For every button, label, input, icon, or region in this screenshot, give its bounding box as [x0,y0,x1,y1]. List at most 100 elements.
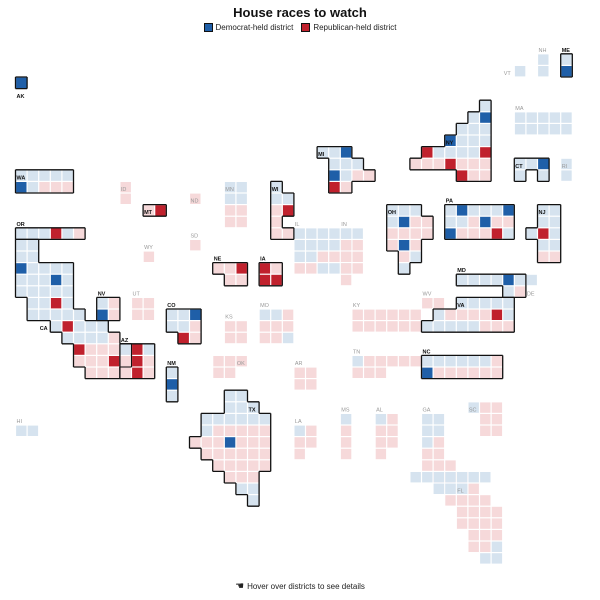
district-cell[interactable] [236,448,247,460]
district-cell[interactable] [514,170,526,181]
district-cell[interactable] [445,495,456,506]
district-cell[interactable] [85,332,97,344]
district-cell[interactable] [503,228,514,239]
district-cell[interactable] [201,448,213,460]
district-cell[interactable] [468,135,479,146]
district-cell[interactable] [352,158,363,170]
district-cell[interactable] [410,205,421,216]
district-cell[interactable] [387,216,398,228]
district-cell[interactable] [85,367,97,378]
district-cell[interactable] [445,483,456,494]
district-cell[interactable] [39,170,50,181]
district-cell[interactable] [329,228,340,239]
district-cell[interactable] [468,530,479,541]
district-cell[interactable] [561,112,572,123]
district-cell[interactable] [62,274,73,286]
district-cell[interactable] [16,263,27,274]
district-cell[interactable] [143,367,155,378]
district-cell[interactable] [445,367,456,378]
district-cell[interactable] [224,356,236,367]
district-cell[interactable] [468,356,479,367]
district-cell[interactable] [352,356,363,367]
district-cell[interactable] [317,147,329,158]
district-cell[interactable] [468,495,479,506]
district-cell[interactable] [480,553,491,564]
district-cell[interactable] [259,263,271,274]
district-cell[interactable] [375,414,387,425]
district-cell[interactable] [422,356,433,367]
district-cell[interactable] [364,356,375,367]
district-cell[interactable] [190,321,201,332]
district-cell[interactable] [433,483,445,494]
district-cell[interactable] [62,228,73,239]
district-cell[interactable] [456,147,468,158]
district-cell[interactable] [410,472,421,483]
district-cell[interactable] [433,321,445,332]
district-cell[interactable] [375,437,387,448]
district-cell[interactable] [294,228,305,239]
district-cell[interactable] [561,124,572,135]
district-cell[interactable] [27,309,39,320]
district-cell[interactable] [491,356,503,367]
district-cell[interactable] [271,216,282,228]
district-cell[interactable] [352,367,363,378]
district-cell[interactable] [224,321,236,332]
district-cell[interactable] [422,448,433,460]
district-cell[interactable] [468,367,479,378]
district-cell[interactable] [445,321,456,332]
district-cell[interactable] [468,147,479,158]
district-cell[interactable] [329,263,340,274]
district-cell[interactable] [16,274,27,286]
district-cell[interactable] [503,321,514,332]
district-cell[interactable] [143,344,155,355]
district-cell[interactable] [213,356,224,367]
district-cell[interactable] [236,263,247,274]
district-cell[interactable] [166,390,178,402]
district-cell[interactable] [329,182,340,193]
district-cell[interactable] [248,437,259,448]
district-cell[interactable] [456,298,468,309]
district-cell[interactable] [480,321,491,332]
district-cell[interactable] [16,170,27,181]
district-cell[interactable] [178,321,189,332]
district-cell[interactable] [422,472,433,483]
district-cell[interactable] [456,321,468,332]
district-cell[interactable] [236,425,247,436]
district-cell[interactable] [468,518,479,529]
district-cell[interactable] [549,205,561,216]
district-cell[interactable] [422,321,433,332]
district-cell[interactable] [224,414,236,425]
district-cell[interactable] [433,309,445,320]
district-cell[interactable] [224,193,236,204]
district-cell[interactable] [514,124,526,135]
district-cell[interactable] [549,216,561,228]
district-cell[interactable] [190,240,201,251]
district-cell[interactable] [456,135,468,146]
district-cell[interactable] [213,437,224,448]
district-cell[interactable] [50,298,62,309]
district-cell[interactable] [62,332,73,344]
district-cell[interactable] [248,448,259,460]
district-cell[interactable] [224,263,236,274]
district-cell[interactable] [364,309,375,320]
district-cell[interactable] [491,553,503,564]
district-cell[interactable] [456,472,468,483]
district-cell[interactable] [468,170,479,181]
district-cell[interactable] [433,414,445,425]
district-cell[interactable] [549,124,561,135]
district-cell[interactable] [282,332,294,344]
district-cell[interactable] [306,425,317,436]
district-cell[interactable] [62,321,73,332]
district-cell[interactable] [271,274,282,286]
district-cell[interactable] [248,483,259,494]
district-cell[interactable] [74,228,85,239]
district-cell[interactable] [445,147,456,158]
district-cell[interactable] [375,367,387,378]
district-cell[interactable] [387,240,398,251]
district-cell[interactable] [16,286,27,297]
district-cell[interactable] [352,170,363,181]
district-cell[interactable] [398,356,410,367]
district-cell[interactable] [445,472,456,483]
district-cell[interactable] [410,228,421,239]
district-cell[interactable] [387,321,398,332]
